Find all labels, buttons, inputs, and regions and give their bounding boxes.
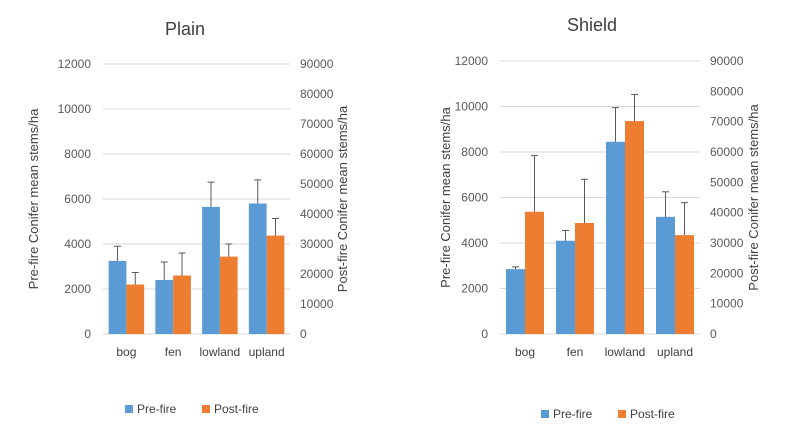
bar-post-fire-lowland (219, 256, 238, 334)
y2-tick-label: 20000 (300, 267, 334, 281)
y-tick-label: 0 (481, 327, 488, 341)
y2-axis-title: Post-fire Conifer mean stems/ha (335, 105, 350, 292)
y2-tick-label: 50000 (300, 177, 334, 191)
y2-tick-label: 50000 (710, 175, 744, 189)
y2-tick-label: 20000 (710, 266, 744, 280)
y2-tick-label: 70000 (710, 115, 744, 129)
y2-tick-label: 0 (300, 327, 307, 341)
chart-title: Plain (165, 19, 205, 39)
chart-panel-shield: Shield 0 2000 4000 6000 8000 10000 12000 0 10000 2… (438, 15, 761, 421)
legend-swatch-post-fire (618, 410, 626, 418)
category-label: upland (657, 345, 693, 359)
y2-tick-label: 90000 (300, 57, 334, 71)
y-tick-label: 10000 (58, 102, 92, 116)
y-tick-label: 2000 (461, 282, 488, 296)
category-label: upland (249, 345, 285, 359)
category-label: bog (515, 345, 535, 359)
bar-post-fire-bog (525, 211, 544, 334)
y-tick-label: 4000 (64, 237, 91, 251)
y2-tick-label: 40000 (300, 207, 334, 221)
y2-tick-label: 40000 (710, 206, 744, 220)
y2-tick-label: 0 (710, 327, 717, 341)
legend-label-post-fire: Post-fire (630, 407, 675, 421)
legend-swatch-pre-fire (541, 410, 549, 418)
chart-title: Shield (567, 15, 617, 35)
y-tick-label: 4000 (461, 236, 488, 250)
legend-label-pre-fire: Pre-fire (137, 402, 177, 416)
bar-post-fire-fen (173, 275, 191, 334)
legend-label-pre-fire: Pre-fire (553, 407, 593, 421)
y2-tick-label: 80000 (300, 87, 334, 101)
bar-pre-fire-upland (656, 216, 675, 334)
bar-post-fire-lowland (625, 121, 644, 334)
bar-pre-fire-lowland (606, 141, 625, 334)
legend-swatch-pre-fire (125, 405, 133, 413)
y2-tick-label: 10000 (300, 297, 334, 311)
bar-pre-fire-upland (248, 203, 267, 334)
y-tick-label: 0 (84, 327, 91, 341)
y-axis-title: Pre-fire Conifer mean stems/ha (438, 106, 453, 287)
legend-label-post-fire: Post-fire (214, 402, 259, 416)
y2-axis-title: Post-fire Conifer mean stems/ha (746, 104, 761, 291)
legend-swatch-post-fire (202, 405, 210, 413)
y2-tick-label: 10000 (710, 297, 744, 311)
y-axis-title: Pre-fire Conifer mean stems/ha (26, 108, 41, 289)
bar-pre-fire-fen (556, 240, 575, 334)
y2-tick-label: 80000 (710, 84, 744, 98)
y-tick-label: 6000 (64, 192, 91, 206)
y-tick-label: 10000 (455, 100, 489, 114)
bar-post-fire-bog (126, 284, 145, 334)
y2-tick-label: 70000 (300, 117, 334, 131)
category-label: bog (116, 345, 136, 359)
y-tick-label: 2000 (64, 282, 91, 296)
category-label: fen (165, 345, 182, 359)
bar-pre-fire-fen (155, 280, 174, 334)
category-label: lowland (200, 345, 241, 359)
y-tick-label: 12000 (58, 57, 92, 71)
y-tick-label: 8000 (64, 147, 91, 161)
bar-pre-fire-bog (108, 260, 127, 334)
category-label: fen (567, 345, 584, 359)
y-tick-label: 12000 (455, 54, 489, 68)
y2-tick-label: 90000 (710, 54, 744, 68)
category-label: lowland (605, 345, 646, 359)
bar-pre-fire-lowland (202, 206, 220, 334)
y-tick-label: 8000 (461, 145, 488, 159)
y2-tick-label: 30000 (710, 236, 744, 250)
y2-tick-label: 60000 (300, 147, 334, 161)
y2-tick-label: 60000 (710, 145, 744, 159)
y-tick-label: 6000 (461, 191, 488, 205)
y2-tick-label: 30000 (300, 237, 334, 251)
bar-post-fire-fen (575, 222, 594, 334)
bar-pre-fire-bog (506, 269, 525, 334)
bar-post-fire-upland (675, 235, 694, 334)
bar-post-fire-upland (266, 235, 285, 334)
chart-panel-plain: Plain 0 2000 4000 6000 8000 10000 12000 0 10000 20… (26, 19, 350, 416)
